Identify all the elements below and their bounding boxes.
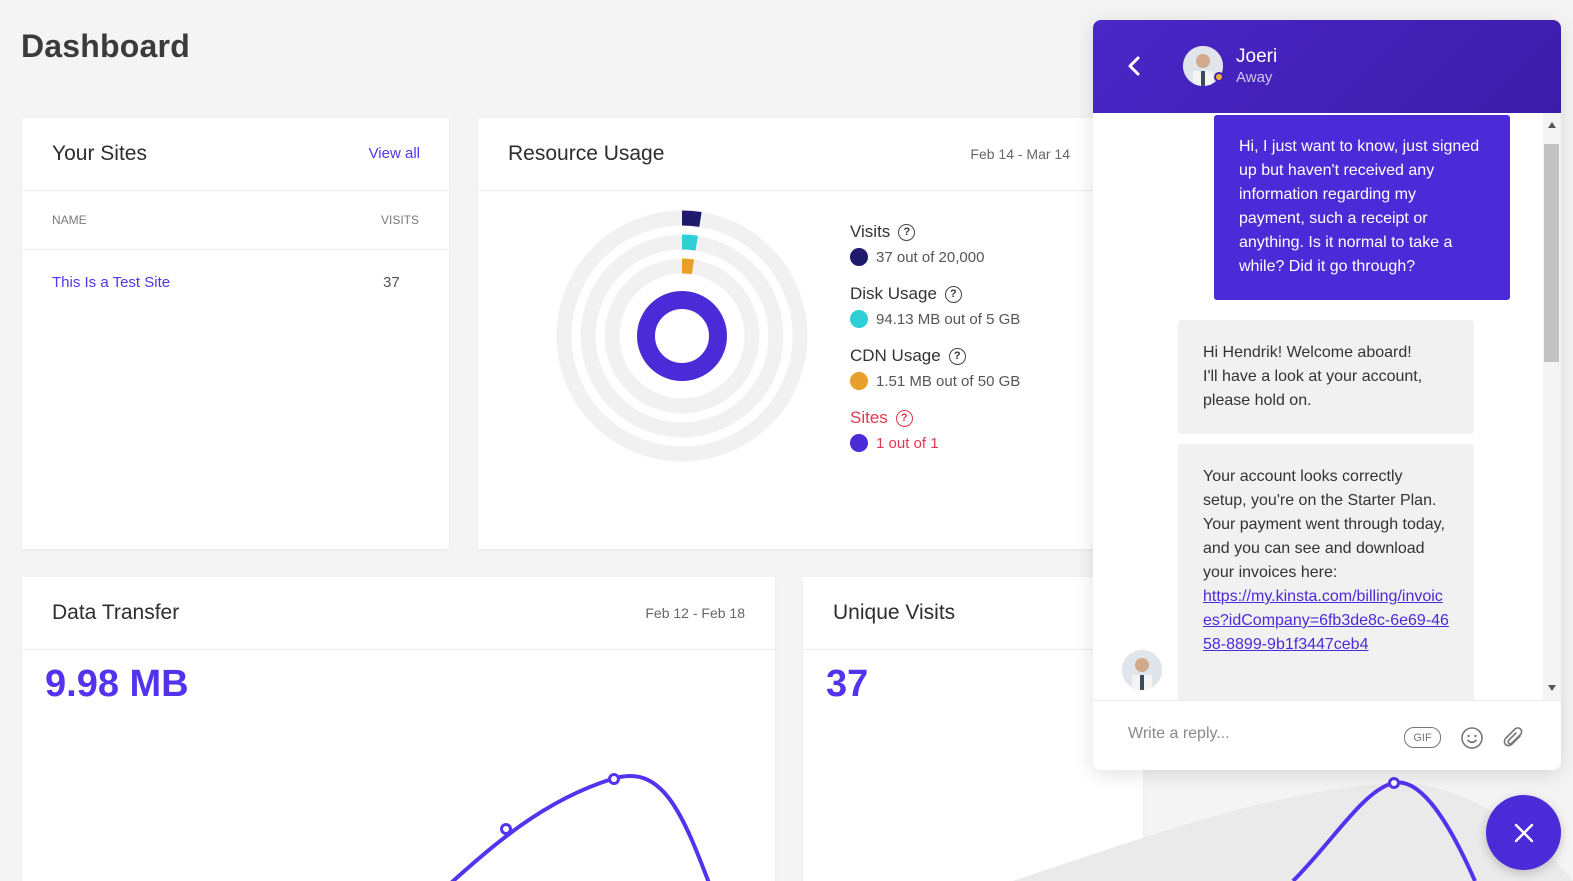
site-link[interactable]: This Is a Test Site	[52, 274, 171, 291]
ring-track-cdn	[604, 258, 760, 414]
legend-sites-value: 1 out of 1	[876, 434, 939, 452]
page-title: Dashboard	[21, 28, 190, 64]
legend-visits: Visits? 37 out of 20,000	[850, 222, 1020, 284]
help-icon[interactable]: ?	[895, 409, 913, 427]
chat-header: Joeri Away	[1093, 20, 1561, 113]
scroll-up-arrow-icon[interactable]	[1548, 122, 1556, 128]
legend-sites: Sites? 1 out of 1	[850, 408, 1020, 470]
ring-arc-visits	[681, 210, 702, 227]
cdn-color-dot	[850, 372, 868, 390]
invoice-link[interactable]: https://my.kinsta.com/billing/invoices?i…	[1203, 588, 1449, 653]
resource-usage-card: Resource Usage Feb 14 - Mar 14 Visits? 3…	[478, 118, 1118, 549]
view-all-link[interactable]: View all	[368, 145, 420, 162]
agent-message: Your account looks correctly setup, you'…	[1178, 444, 1474, 700]
close-icon	[1514, 823, 1533, 842]
resource-usage-title: Resource Usage	[508, 142, 665, 165]
legend-visits-value: 37 out of 20,000	[876, 248, 985, 266]
agent-message: Hi Hendrik! Welcome aboard! I'll have a …	[1178, 320, 1474, 434]
agent-message-text: Your account looks correctly setup, you'…	[1203, 468, 1445, 581]
data-transfer-card: Data Transfer Feb 12 - Feb 18 9.98 MB	[22, 577, 775, 881]
resource-usage-header: Resource Usage Feb 14 - Mar 14	[478, 118, 1118, 191]
data-transfer-header: Data Transfer Feb 12 - Feb 18	[22, 577, 775, 650]
unique-point	[1388, 777, 1400, 789]
chevron-left-icon[interactable]	[1123, 53, 1145, 79]
ring-sites	[637, 291, 727, 381]
unique-visits-chart	[1013, 777, 1573, 881]
ring-arc-disk	[681, 234, 698, 251]
usage-rings-chart	[556, 210, 808, 462]
legend-disk-label: Disk Usage	[850, 284, 937, 303]
legend-visits-label: Visits	[850, 222, 891, 241]
smiley-icon[interactable]	[1460, 726, 1484, 750]
transfer-point	[500, 823, 512, 835]
transfer-line	[450, 773, 711, 881]
agent-message-line: I'll have a look at your account, please…	[1203, 368, 1423, 409]
legend-cdn-label: CDN Usage	[850, 346, 941, 365]
table-row: This Is a Test Site 37	[22, 250, 449, 312]
status-away-dot	[1214, 72, 1224, 82]
data-transfer-total: 9.98 MB	[45, 663, 189, 705]
chat-widget: Joeri Away Hi, I just want to know, just…	[1093, 20, 1561, 770]
legend-cdn-value: 1.51 MB out of 50 GB	[876, 372, 1021, 390]
help-icon[interactable]: ?	[948, 347, 966, 365]
unique-visits-header: Unique Visits	[803, 577, 1143, 650]
agent-message-line: Hi Hendrik! Welcome aboard!	[1203, 344, 1412, 361]
column-visits-header: VISITS	[380, 213, 419, 227]
unique-visits-total: 37	[826, 663, 869, 705]
unique-visits-title: Unique Visits	[833, 601, 956, 624]
column-name-header: NAME	[52, 213, 87, 227]
chat-composer: GIF	[1093, 700, 1561, 770]
paperclip-icon[interactable]	[1502, 725, 1526, 751]
agent-name: Joeri	[1236, 46, 1278, 67]
scrollbar-thumb[interactable]	[1544, 144, 1559, 362]
avatar	[1122, 650, 1162, 690]
gif-button[interactable]: GIF	[1404, 727, 1441, 748]
legend-disk-value: 94.13 MB out of 5 GB	[876, 310, 1021, 328]
agent-avatar-image	[1122, 650, 1162, 690]
data-transfer-title: Data Transfer	[52, 601, 180, 624]
usage-legend: Visits? 37 out of 20,000 Disk Usage? 94.…	[850, 222, 1020, 470]
visits-color-dot	[850, 248, 868, 266]
your-sites-header: Your Sites View all	[22, 118, 449, 191]
transfer-date-range: Feb 12 - Feb 18	[645, 605, 745, 621]
resource-date-range: Feb 14 - Mar 14	[970, 146, 1070, 162]
your-sites-card: Your Sites View all NAME VISITS This Is …	[22, 118, 449, 549]
sites-color-dot	[850, 434, 868, 452]
data-transfer-chart	[450, 773, 711, 881]
your-sites-title: Your Sites	[52, 142, 147, 165]
avatar	[1183, 46, 1223, 86]
legend-sites-label: Sites	[850, 408, 888, 427]
ring-arc-cdn	[681, 258, 695, 275]
legend-disk: Disk Usage? 94.13 MB out of 5 GB	[850, 284, 1020, 346]
reply-input[interactable]	[1128, 725, 1388, 743]
help-icon[interactable]: ?	[898, 223, 916, 241]
legend-cdn: CDN Usage? 1.51 MB out of 50 GB	[850, 346, 1020, 408]
transfer-point	[608, 773, 620, 785]
chat-messages[interactable]: Hi, I just want to know, just signed up …	[1093, 113, 1561, 700]
user-message: Hi, I just want to know, just signed up …	[1214, 115, 1510, 300]
sites-table-header: NAME VISITS	[22, 191, 449, 250]
close-chat-button[interactable]	[1486, 795, 1561, 870]
ring-track-visits	[556, 210, 808, 462]
site-visits: 37	[383, 274, 400, 291]
unique-visits-card: Unique Visits 37	[803, 577, 1143, 881]
scroll-down-arrow-icon[interactable]	[1548, 685, 1556, 691]
help-icon[interactable]: ?	[944, 285, 962, 303]
agent-status: Away	[1236, 69, 1273, 86]
disk-color-dot	[850, 310, 868, 328]
